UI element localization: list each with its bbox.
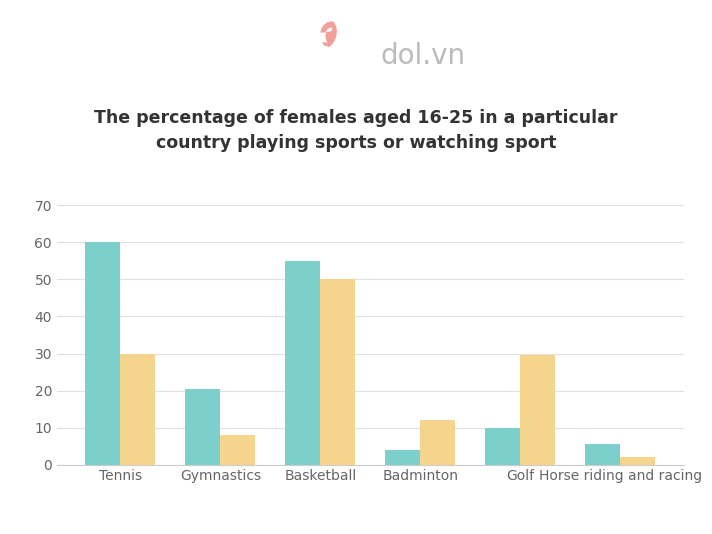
Bar xyxy=(120,354,155,465)
Bar xyxy=(585,444,620,465)
Bar xyxy=(185,389,220,465)
Bar xyxy=(320,279,355,465)
Bar xyxy=(620,457,655,465)
Bar xyxy=(420,420,455,465)
Text: dol.vn: dol.vn xyxy=(381,42,466,70)
Bar xyxy=(520,355,555,465)
Bar xyxy=(286,261,320,465)
Bar xyxy=(385,450,420,465)
Bar xyxy=(220,435,256,465)
Bar xyxy=(85,242,120,465)
Text: The percentage of females aged 16-25 in a particular
country playing sports or w: The percentage of females aged 16-25 in … xyxy=(94,109,618,152)
Bar xyxy=(485,428,520,465)
